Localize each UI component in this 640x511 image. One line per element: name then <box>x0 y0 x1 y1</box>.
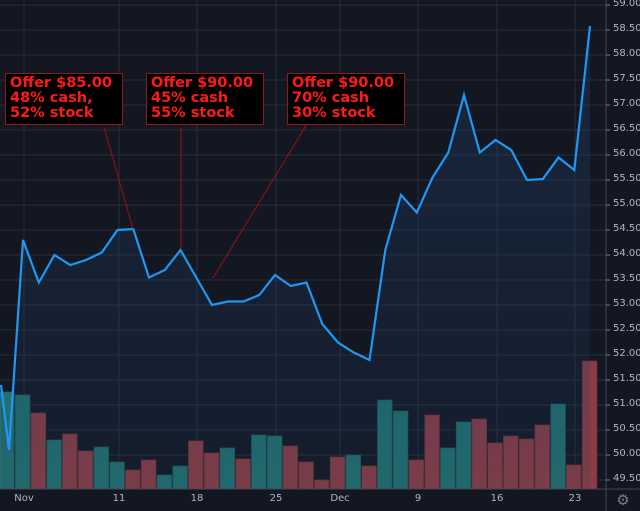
time-tick-label: 18 <box>190 493 204 504</box>
price-area-fill <box>1 26 590 489</box>
price-tick-label: 59.00 <box>613 0 640 9</box>
price-tick-label: 57.50 <box>613 73 640 84</box>
gear-icon[interactable]: ⚙ <box>616 491 630 509</box>
price-line <box>0 25 592 451</box>
price-tick-label: 50.50 <box>613 423 640 434</box>
time-tick-label: Nov <box>14 493 34 504</box>
price-tick-label: 52.00 <box>613 348 640 359</box>
price-tick-label: 54.50 <box>613 223 640 234</box>
price-tick-label: 55.50 <box>613 173 640 184</box>
offer-annotation-2: Offer $90.00 45% cash 55% stock <box>146 73 264 125</box>
annotation-line: 55% stock <box>151 105 235 121</box>
annotation-line: 30% stock <box>292 105 376 121</box>
price-tick-label: 51.00 <box>613 398 640 409</box>
time-tick-label: 23 <box>568 493 582 504</box>
price-tick-label: 53.50 <box>613 273 640 284</box>
annotation-line: Offer $90.00 <box>292 75 395 91</box>
price-tick-label: 51.50 <box>613 373 640 384</box>
price-tick-label: 54.00 <box>613 248 640 259</box>
price-tick-label: 52.50 <box>613 323 640 334</box>
price-axis-ticks <box>606 4 610 481</box>
price-tick-label: 49.50 <box>613 473 640 484</box>
time-tick-label: Dec <box>330 493 350 504</box>
annotation-line: Offer $90.00 <box>151 75 254 91</box>
annotation-line: 45% cash <box>151 90 229 106</box>
time-tick-label: 16 <box>490 493 504 504</box>
offer-annotation-1: Offer $85.00 48% cash, 52% stock <box>5 73 123 125</box>
annotation-line: Offer $85.00 <box>10 75 113 91</box>
offer-annotation-3: Offer $90.00 70% cash 30% stock <box>287 73 405 125</box>
price-tick-label: 58.50 <box>613 23 640 34</box>
price-tick-label: 56.50 <box>613 123 640 134</box>
annotation-line: 48% cash, <box>10 90 93 106</box>
price-tick-label: 55.00 <box>613 198 640 209</box>
price-tick-label: 58.00 <box>613 48 640 59</box>
annotation-pointers <box>103 123 308 279</box>
time-tick-label: 11 <box>112 493 126 504</box>
time-tick-label: 25 <box>269 493 283 504</box>
annotation-line: 52% stock <box>10 105 94 121</box>
time-tick-label: 9 <box>414 493 422 504</box>
price-tick-label: 50.00 <box>613 448 640 459</box>
price-tick-label: 53.00 <box>613 298 640 309</box>
price-tick-label: 57.00 <box>613 98 640 109</box>
annotation-line: 70% cash <box>292 90 370 106</box>
price-tick-label: 56.00 <box>613 148 640 159</box>
